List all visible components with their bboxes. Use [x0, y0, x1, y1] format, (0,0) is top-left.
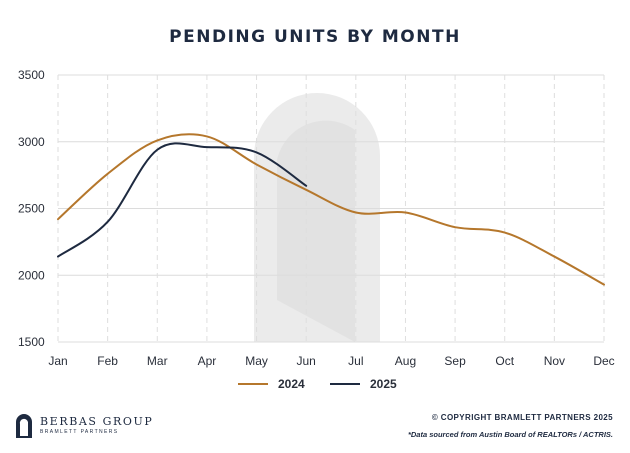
series-line-2025: [57, 142, 308, 258]
x-tick-label: Apr: [198, 354, 217, 368]
brand-logo: BERBAS GROUP BRAMLETT PARTNERS: [14, 412, 153, 438]
grid: [57, 74, 605, 343]
y-tick-label: 3500: [18, 68, 45, 82]
x-axis: Jan Feb Mar Apr May Jun Jul Aug Sep Oct Nov Dec: [48, 354, 614, 368]
series-line-2024: [57, 133, 605, 286]
logo-mark-icon: [16, 414, 32, 438]
y-tick-label: 3000: [18, 135, 45, 149]
legend-item-2024: 2024: [238, 377, 305, 391]
x-tick-label: Feb: [97, 354, 118, 368]
logo-name: BERBAS GROUP: [40, 414, 154, 428]
x-tick-label: Sep: [444, 354, 466, 368]
legend-swatch-2025: [330, 383, 360, 385]
legend-swatch-2024: [238, 383, 268, 385]
x-tick-label: Nov: [544, 354, 565, 368]
legend-item-2025: 2025: [330, 377, 397, 391]
x-tick-label: Oct: [495, 354, 514, 368]
chart-title: PENDING UNITS BY MONTH: [169, 27, 461, 47]
x-tick-label: Jul: [348, 354, 363, 368]
x-tick-label: May: [245, 354, 268, 368]
source-note: *Data sourced from Austin Board of REALT…: [407, 430, 613, 439]
series-lines: [57, 133, 605, 286]
x-tick-label: Mar: [147, 354, 168, 368]
watermark-arch-inner-icon: [277, 120, 355, 342]
y-tick-label: 2500: [18, 202, 45, 216]
x-tick-label: Jan: [48, 354, 67, 368]
x-tick-label: Dec: [593, 354, 614, 368]
copyright-text: © COPYRIGHT BRAMLETT PARTNERS 2025: [431, 413, 613, 422]
y-axis: 1500 2000 2500 3000 3500: [18, 68, 45, 349]
legend-label-2024: 2024: [278, 377, 305, 391]
y-tick-label: 2000: [18, 268, 45, 282]
legend: 2024 2025: [0, 377, 630, 397]
y-tick-label: 1500: [18, 335, 45, 349]
legend-label-2025: 2025: [370, 377, 397, 391]
x-tick-label: Aug: [395, 354, 416, 368]
logo-subtitle: BRAMLETT PARTNERS: [40, 428, 119, 435]
x-tick-label: Jun: [297, 354, 316, 368]
